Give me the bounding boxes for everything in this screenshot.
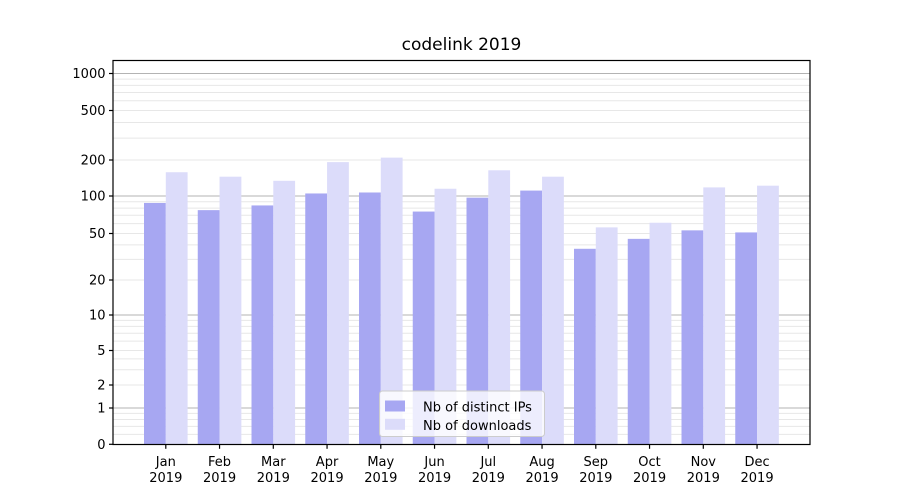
x-axis-label-year: 2019 (472, 471, 505, 486)
x-axis-label-year: 2019 (526, 471, 559, 486)
y-axis-tick-label: 50 (89, 227, 106, 242)
bar-downloads-nov (703, 187, 726, 445)
y-axis-tick-label: 500 (81, 104, 106, 119)
x-axis-label-month: Feb (208, 455, 231, 470)
x-axis-label-month: Dec (744, 455, 769, 470)
bar-distinct-ips-dec (735, 232, 758, 445)
bar-downloads-jan (165, 172, 188, 445)
bar-downloads-oct (649, 222, 672, 445)
bar-downloads-jun (434, 188, 457, 445)
x-axis-label-year: 2019 (741, 471, 774, 486)
legend-swatch-distinct-ips (385, 400, 405, 412)
y-axis-tick-label: 1000 (72, 67, 105, 82)
x-axis-label-year: 2019 (257, 471, 290, 486)
legend-box (379, 390, 545, 437)
y-axis-tick-label: 0 (97, 438, 105, 453)
bar-downloads-sep (595, 227, 618, 445)
x-axis-label-year: 2019 (311, 471, 344, 486)
x-axis-label-month: Nov (691, 455, 717, 470)
bar-distinct-ips-aug (520, 190, 543, 445)
bar-distinct-ips-jul (466, 197, 489, 445)
y-axis-tick-label: 1 (97, 402, 105, 417)
plot-frame (112, 59, 811, 446)
bars (144, 157, 779, 445)
y-axis-tick-label: 20 (89, 274, 106, 289)
x-axis-label-year: 2019 (687, 471, 720, 486)
x-axis-label-month: Mar (261, 455, 286, 470)
legend-swatch-downloads (385, 418, 405, 430)
bar-distinct-ips-sep (574, 248, 596, 445)
legend-label-downloads: Nb of downloads (423, 419, 532, 434)
x-axis-label-month: Jun (423, 455, 444, 470)
chart-title: codelink 2019 (402, 35, 522, 55)
y-axis-tick-label: 10 (89, 309, 106, 324)
legend-label-distinct-ips: Nb of distinct IPs (423, 401, 532, 416)
x-axis-ticks: Jan2019Feb2019Mar2019Apr2019May2019Jun20… (149, 444, 774, 486)
x-axis-label-month: Jan (155, 455, 176, 470)
x-axis-label-year: 2019 (579, 471, 612, 486)
legend: Nb of distinct IPs Nb of downloads (379, 390, 545, 437)
bar-distinct-ips-feb (197, 210, 220, 445)
y-axis-tick-label: 200 (81, 154, 106, 169)
x-axis-label-year: 2019 (149, 471, 182, 486)
x-axis-label-month: May (367, 455, 394, 470)
x-axis-label-month: Apr (316, 455, 339, 470)
x-axis-label-year: 2019 (418, 471, 451, 486)
x-axis-label-month: Jul (479, 455, 496, 470)
bar-distinct-ips-apr (305, 193, 328, 445)
x-axis-label-month: Aug (529, 455, 554, 470)
bar-distinct-ips-nov (681, 230, 704, 445)
bar-downloads-dec (757, 185, 779, 445)
bar-downloads-feb (219, 176, 242, 445)
bar-distinct-ips-jun (412, 211, 435, 445)
y-axis-ticks: 0 1 2 5 10 20 50 100 200 500 1000 (72, 67, 113, 453)
bar-downloads-apr (327, 162, 349, 445)
bar-downloads-may (380, 157, 403, 445)
y-axis-tick-label: 100 (81, 190, 106, 205)
bar-downloads-aug (542, 176, 564, 445)
bar-downloads-jul (488, 170, 511, 445)
bar-downloads-mar (273, 180, 296, 445)
bar-distinct-ips-may (359, 192, 381, 445)
x-axis-label-year: 2019 (364, 471, 397, 486)
y-axis-tick-label: 2 (97, 379, 105, 394)
bar-distinct-ips-jan (144, 202, 166, 445)
x-axis-label-month: Sep (584, 455, 609, 470)
bar-distinct-ips-mar (251, 205, 274, 445)
bar-distinct-ips-oct (627, 238, 650, 445)
x-axis-label-month: Oct (638, 455, 660, 470)
x-axis-label-year: 2019 (203, 471, 236, 486)
x-axis-label-year: 2019 (633, 471, 666, 486)
y-axis-tick-label: 5 (97, 344, 105, 359)
